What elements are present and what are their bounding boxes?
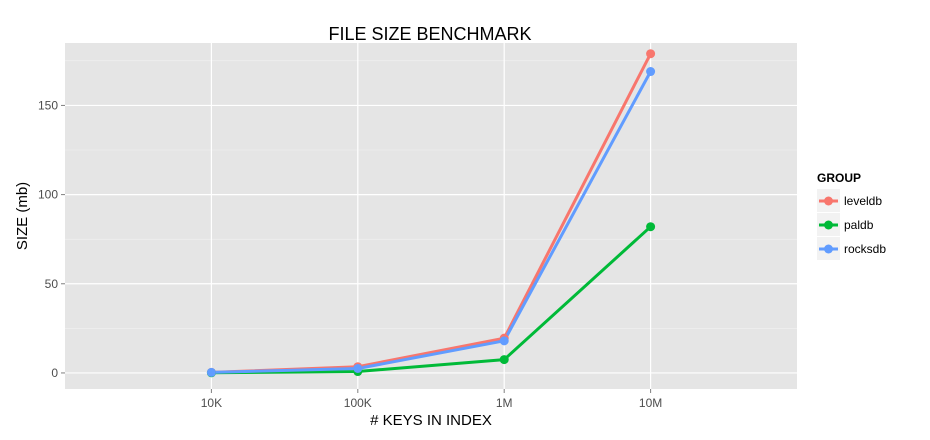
- series-lines: [211, 53, 652, 375]
- data-point-leveldb: [646, 49, 656, 59]
- legend-label-rocksdb: rocksdb: [844, 242, 886, 256]
- series-points: [206, 49, 656, 378]
- minor-gridlines: [65, 60, 797, 329]
- data-point-paldb: [499, 355, 509, 365]
- legend: GROUP leveldb paldb rocksdb: [817, 171, 886, 260]
- x-tick-label: 10M: [639, 396, 662, 410]
- legend-key-point: [824, 220, 833, 230]
- x-tick-label: 10K: [201, 396, 222, 410]
- y-tick-label: 100: [38, 188, 58, 202]
- data-point-rocksdb: [499, 336, 509, 346]
- y-tick-label: 50: [45, 277, 59, 291]
- legend-label-leveldb: leveldb: [844, 194, 882, 208]
- legend-key-point: [824, 244, 833, 254]
- plot-panel: [65, 43, 797, 389]
- chart-title: FILE SIZE BENCHMARK: [328, 24, 531, 44]
- x-axis-title: # KEYS IN INDEX: [370, 412, 492, 429]
- y-axis-title: SIZE (mb): [14, 182, 31, 250]
- legend-key-point: [824, 196, 833, 206]
- x-tick-label: 1M: [496, 396, 513, 410]
- data-point-paldb: [646, 222, 656, 232]
- y-tick-label: 150: [38, 98, 58, 112]
- legend-title: GROUP: [817, 171, 861, 185]
- major-gridlines: [65, 43, 797, 389]
- x-tick-label: 100K: [344, 396, 372, 410]
- y-tick-label: 0: [51, 366, 58, 380]
- x-axis: 10K 100K 1M 10M: [201, 389, 662, 410]
- legend-label-paldb: paldb: [844, 218, 874, 232]
- data-point-rocksdb: [646, 67, 656, 77]
- data-point-rocksdb: [353, 363, 363, 373]
- series-line-paldb: [211, 225, 652, 375]
- y-axis: 0 50 100 150: [38, 98, 65, 380]
- data-point-rocksdb: [206, 367, 216, 377]
- series-line-rocksdb: [211, 70, 652, 374]
